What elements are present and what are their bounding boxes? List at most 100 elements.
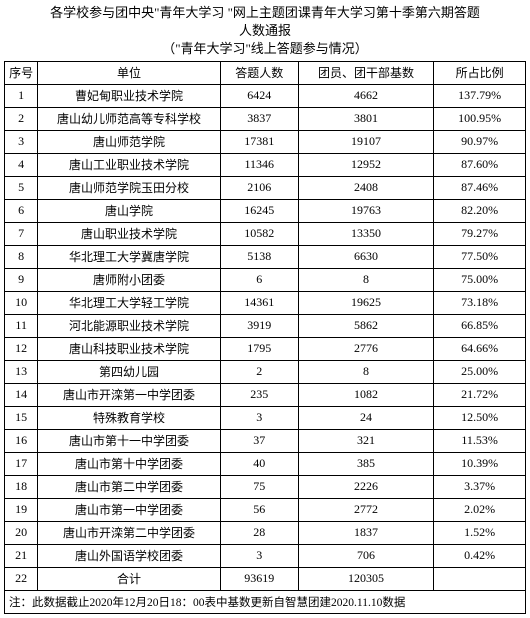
cell-answers: 3 xyxy=(220,406,298,429)
cell-base: 706 xyxy=(298,544,433,567)
cell-answers: 235 xyxy=(220,383,298,406)
cell-unit: 唐山师范学院 xyxy=(38,130,220,153)
cell-pct: 3.37% xyxy=(434,475,526,498)
table-row: 9唐师附小团委6875.00% xyxy=(5,268,526,291)
cell-answers: 5138 xyxy=(220,245,298,268)
cell-pct xyxy=(434,567,526,590)
cell-base: 24 xyxy=(298,406,433,429)
footnote-row: 注：此数据截止2020年12月20日18：00表中基数更新自智慧团建2020.1… xyxy=(5,590,526,613)
table-row: 15特殊教育学校32412.50% xyxy=(5,406,526,429)
cell-unit: 华北理工大学冀唐学院 xyxy=(38,245,220,268)
table-row: 7唐山职业技术学院105821335079.27% xyxy=(5,222,526,245)
cell-answers: 16245 xyxy=(220,199,298,222)
cell-unit: 唐山幼儿师范高等专科学校 xyxy=(38,107,220,130)
cell-unit: 唐山市第十中学团委 xyxy=(38,452,220,475)
table-row: 6唐山学院162451976382.20% xyxy=(5,199,526,222)
cell-base: 5862 xyxy=(298,314,433,337)
header-row: 序号 单位 答题人数 团员、团干部基数 所占比例 xyxy=(5,61,526,84)
table-row: 1曹妃甸职业技术学院64244662137.79% xyxy=(5,84,526,107)
cell-unit: 唐山市开滦第一中学团委 xyxy=(38,383,220,406)
cell-pct: 64.66% xyxy=(434,337,526,360)
data-table: 序号 单位 答题人数 团员、团干部基数 所占比例 1曹妃甸职业技术学院64244… xyxy=(4,61,526,614)
cell-base: 120305 xyxy=(298,567,433,590)
cell-pct: 73.18% xyxy=(434,291,526,314)
cell-idx: 20 xyxy=(5,521,38,544)
cell-answers: 40 xyxy=(220,452,298,475)
cell-answers: 93619 xyxy=(220,567,298,590)
table-row: 8华北理工大学冀唐学院5138663077.50% xyxy=(5,245,526,268)
cell-pct: 90.97% xyxy=(434,130,526,153)
cell-unit: 唐山外国语学校团委 xyxy=(38,544,220,567)
cell-idx: 19 xyxy=(5,498,38,521)
cell-pct: 87.46% xyxy=(434,176,526,199)
cell-base: 385 xyxy=(298,452,433,475)
table-row: 20唐山市开滦第二中学团委2818371.52% xyxy=(5,521,526,544)
table-row: 10华北理工大学轻工学院143611962573.18% xyxy=(5,291,526,314)
cell-pct: 25.00% xyxy=(434,360,526,383)
cell-answers: 56 xyxy=(220,498,298,521)
table-row: 5唐山师范学院玉田分校2106240887.46% xyxy=(5,176,526,199)
cell-base: 13350 xyxy=(298,222,433,245)
table-row: 21唐山外国语学校团委37060.42% xyxy=(5,544,526,567)
cell-idx: 3 xyxy=(5,130,38,153)
cell-base: 2776 xyxy=(298,337,433,360)
cell-answers: 28 xyxy=(220,521,298,544)
cell-base: 321 xyxy=(298,429,433,452)
cell-answers: 3837 xyxy=(220,107,298,130)
cell-unit: 唐山科技职业技术学院 xyxy=(38,337,220,360)
footnote-text: 注：此数据截止2020年12月20日18：00表中基数更新自智慧团建2020.1… xyxy=(5,590,526,613)
cell-unit: 唐山师范学院玉田分校 xyxy=(38,176,220,199)
cell-pct: 2.02% xyxy=(434,498,526,521)
cell-pct: 137.79% xyxy=(434,84,526,107)
title-line-2: 人数通报 xyxy=(4,22,526,40)
cell-pct: 82.20% xyxy=(434,199,526,222)
table-row: 17唐山市第十中学团委4038510.39% xyxy=(5,452,526,475)
cell-answers: 2106 xyxy=(220,176,298,199)
table-row: 3唐山师范学院173811910790.97% xyxy=(5,130,526,153)
table-row: 13第四幼儿园2825.00% xyxy=(5,360,526,383)
cell-answers: 6 xyxy=(220,268,298,291)
cell-base: 12952 xyxy=(298,153,433,176)
cell-idx: 1 xyxy=(5,84,38,107)
cell-pct: 79.27% xyxy=(434,222,526,245)
cell-idx: 8 xyxy=(5,245,38,268)
cell-base: 19107 xyxy=(298,130,433,153)
cell-unit: 唐山市第十一中学团委 xyxy=(38,429,220,452)
cell-answers: 17381 xyxy=(220,130,298,153)
cell-unit: 第四幼儿园 xyxy=(38,360,220,383)
cell-pct: 11.53% xyxy=(434,429,526,452)
cell-pct: 21.72% xyxy=(434,383,526,406)
cell-answers: 11346 xyxy=(220,153,298,176)
cell-pct: 0.42% xyxy=(434,544,526,567)
table-row: 14唐山市开滦第一中学团委235108221.72% xyxy=(5,383,526,406)
col-header-base: 团员、团干部基数 xyxy=(298,61,433,84)
cell-unit: 唐山市开滦第二中学团委 xyxy=(38,521,220,544)
cell-idx: 22 xyxy=(5,567,38,590)
cell-base: 19763 xyxy=(298,199,433,222)
cell-answers: 3919 xyxy=(220,314,298,337)
cell-pct: 66.85% xyxy=(434,314,526,337)
cell-unit: 华北理工大学轻工学院 xyxy=(38,291,220,314)
cell-answers: 2 xyxy=(220,360,298,383)
cell-base: 2226 xyxy=(298,475,433,498)
cell-answers: 3 xyxy=(220,544,298,567)
cell-pct: 1.52% xyxy=(434,521,526,544)
cell-answers: 6424 xyxy=(220,84,298,107)
cell-idx: 5 xyxy=(5,176,38,199)
cell-unit: 唐山市第一中学团委 xyxy=(38,498,220,521)
cell-base: 2772 xyxy=(298,498,433,521)
cell-unit: 曹妃甸职业技术学院 xyxy=(38,84,220,107)
cell-pct: 77.50% xyxy=(434,245,526,268)
cell-pct: 12.50% xyxy=(434,406,526,429)
cell-answers: 10582 xyxy=(220,222,298,245)
table-row: 11河北能源职业技术学院3919586266.85% xyxy=(5,314,526,337)
cell-answers: 75 xyxy=(220,475,298,498)
col-header-pct: 所占比例 xyxy=(434,61,526,84)
cell-idx: 21 xyxy=(5,544,38,567)
table-row: 12唐山科技职业技术学院1795277664.66% xyxy=(5,337,526,360)
table-row: 18唐山市第二中学团委7522263.37% xyxy=(5,475,526,498)
cell-answers: 14361 xyxy=(220,291,298,314)
cell-unit: 唐山市第二中学团委 xyxy=(38,475,220,498)
cell-unit: 唐山职业技术学院 xyxy=(38,222,220,245)
cell-base: 4662 xyxy=(298,84,433,107)
